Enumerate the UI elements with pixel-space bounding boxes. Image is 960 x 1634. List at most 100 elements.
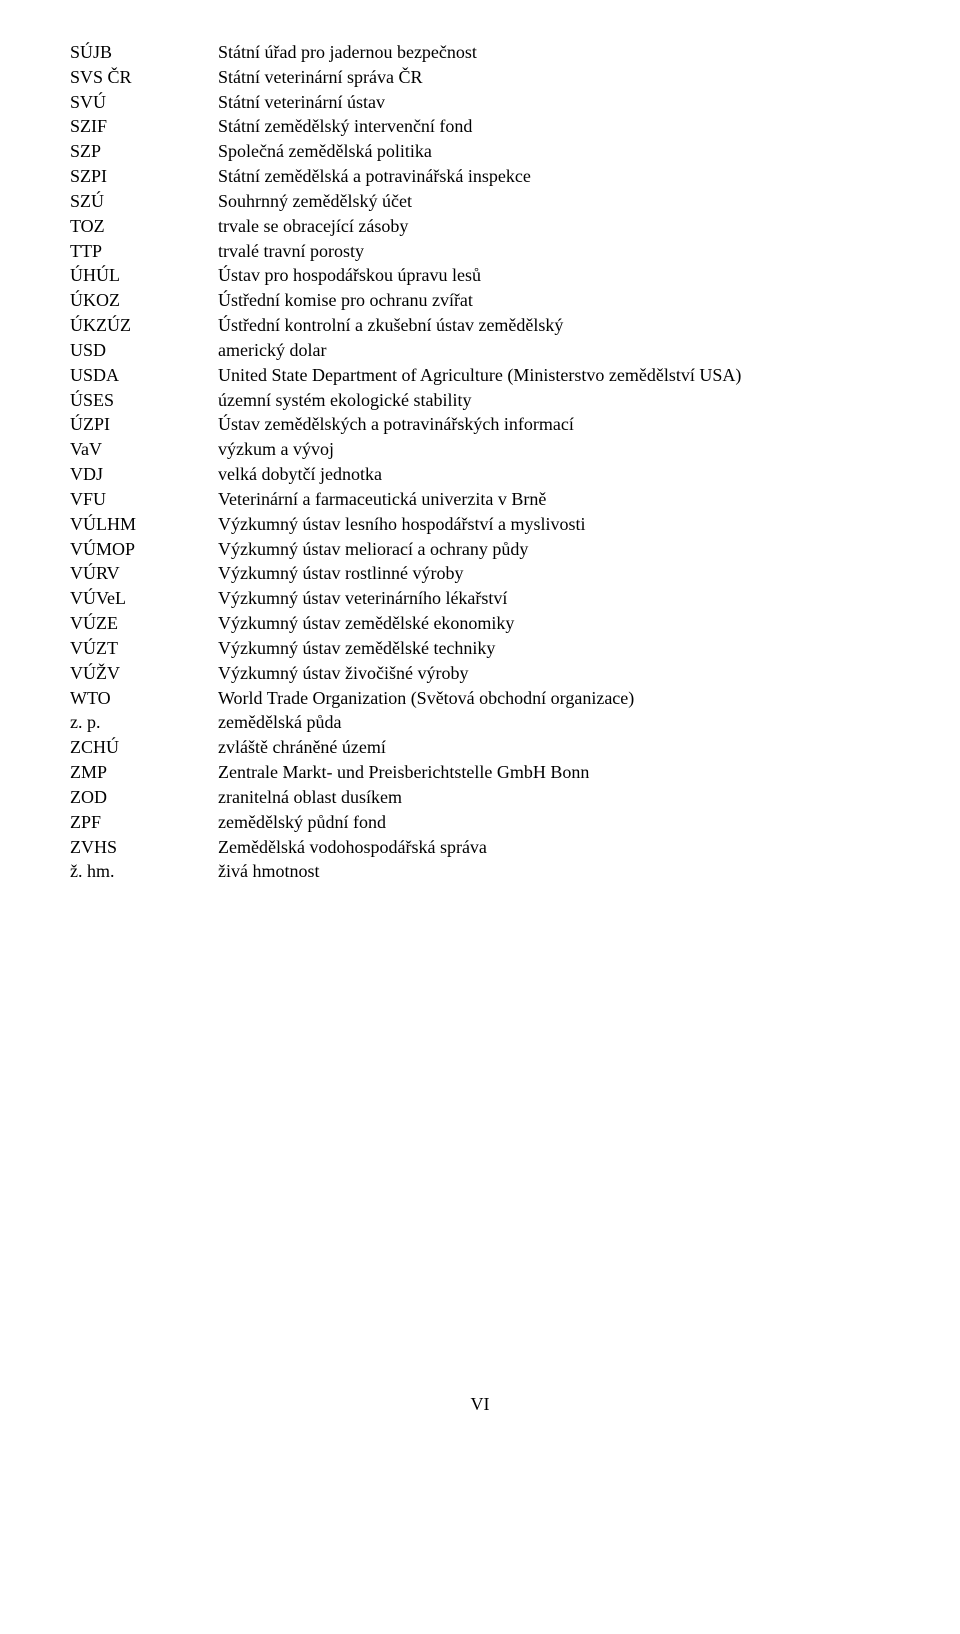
abbr-term: ÚKZÚZ <box>70 313 218 338</box>
abbr-definition: Zemědělská vodohospodářská správa <box>218 835 890 860</box>
abbr-row: SZPSpolečná zemědělská politika <box>70 139 890 164</box>
abbr-term: VÚŽV <box>70 661 218 686</box>
abbr-definition: Státní zemědělský intervenční fond <box>218 114 890 139</box>
abbr-row: USDAUnited State Department of Agricultu… <box>70 363 890 388</box>
abbr-row: VÚLHMVýzkumný ústav lesního hospodářství… <box>70 512 890 537</box>
abbr-term: VDJ <box>70 462 218 487</box>
abbr-definition: Výzkumný ústav živočišné výroby <box>218 661 890 686</box>
abbr-term: SZIF <box>70 114 218 139</box>
abbr-definition: územní systém ekologické stability <box>218 388 890 413</box>
page-number: VI <box>70 1394 890 1415</box>
abbr-definition: Ústav pro hospodářskou úpravu lesů <box>218 263 890 288</box>
abbr-row: VÚVeLVýzkumný ústav veterinárního lékařs… <box>70 586 890 611</box>
abbr-row: ZPFzemědělský půdní fond <box>70 810 890 835</box>
abbr-definition: zemědělský půdní fond <box>218 810 890 835</box>
abbr-row: ÚHÚLÚstav pro hospodářskou úpravu lesů <box>70 263 890 288</box>
abbr-definition: zemědělská půda <box>218 710 890 735</box>
abbr-term: z. p. <box>70 710 218 735</box>
abbr-definition: trvalé travní porosty <box>218 239 890 264</box>
abbr-row: ž. hm.živá hmotnost <box>70 859 890 884</box>
abbr-definition: Souhrnný zemědělský účet <box>218 189 890 214</box>
abbr-row: SZÚSouhrnný zemědělský účet <box>70 189 890 214</box>
abbr-term: VÚZE <box>70 611 218 636</box>
abbr-definition: trvale se obracející zásoby <box>218 214 890 239</box>
abbr-definition: zvláště chráněné území <box>218 735 890 760</box>
abbr-term: ÚSES <box>70 388 218 413</box>
abbr-term: ZPF <box>70 810 218 835</box>
abbr-term: ž. hm. <box>70 859 218 884</box>
abbr-definition: Státní zemědělská a potravinářská inspek… <box>218 164 890 189</box>
abbr-term: TTP <box>70 239 218 264</box>
abbr-row: SVS ČRStátní veterinární správa ČR <box>70 65 890 90</box>
abbr-term: SZP <box>70 139 218 164</box>
abbr-term: SZPI <box>70 164 218 189</box>
abbr-row: VÚZTVýzkumný ústav zemědělské techniky <box>70 636 890 661</box>
abbr-definition: Výzkumný ústav zemědělské ekonomiky <box>218 611 890 636</box>
abbr-definition: živá hmotnost <box>218 859 890 884</box>
abbr-term: SZÚ <box>70 189 218 214</box>
abbr-term: USDA <box>70 363 218 388</box>
abbr-definition: Státní úřad pro jadernou bezpečnost <box>218 40 890 65</box>
abbr-row: VÚŽVVýzkumný ústav živočišné výroby <box>70 661 890 686</box>
abbr-term: SVS ČR <box>70 65 218 90</box>
abbr-row: USDamerický dolar <box>70 338 890 363</box>
abbr-term: ÚHÚL <box>70 263 218 288</box>
abbr-definition: americký dolar <box>218 338 890 363</box>
abbr-term: VÚRV <box>70 561 218 586</box>
abbr-row: ZCHÚzvláště chráněné území <box>70 735 890 760</box>
abbr-row: ÚKZÚZÚstřední kontrolní a zkušební ústav… <box>70 313 890 338</box>
abbr-term: ÚKOZ <box>70 288 218 313</box>
abbr-row: ZVHSZemědělská vodohospodářská správa <box>70 835 890 860</box>
abbr-row: SZPIStátní zemědělská a potravinářská in… <box>70 164 890 189</box>
abbr-row: WTOWorld Trade Organization (Světová obc… <box>70 686 890 711</box>
abbr-definition: velká dobytčí jednotka <box>218 462 890 487</box>
abbr-definition: Výzkumný ústav lesního hospodářství a my… <box>218 512 890 537</box>
abbr-row: ÚZPIÚstav zemědělských a potravinářských… <box>70 412 890 437</box>
abbr-term: WTO <box>70 686 218 711</box>
abbr-row: VaVvýzkum a vývoj <box>70 437 890 462</box>
abbr-row: ZODzranitelná oblast dusíkem <box>70 785 890 810</box>
abbr-definition: Státní veterinární ústav <box>218 90 890 115</box>
abbreviation-list: SÚJBStátní úřad pro jadernou bezpečnostS… <box>70 40 890 884</box>
abbr-term: VFU <box>70 487 218 512</box>
abbr-row: ÚKOZÚstřední komise pro ochranu zvířat <box>70 288 890 313</box>
abbr-term: USD <box>70 338 218 363</box>
abbr-term: VÚZT <box>70 636 218 661</box>
abbr-row: SVÚStátní veterinární ústav <box>70 90 890 115</box>
abbr-definition: Společná zemědělská politika <box>218 139 890 164</box>
abbr-definition: Ústřední kontrolní a zkušební ústav země… <box>218 313 890 338</box>
abbr-row: ZMPZentrale Markt- und Preisberichtstell… <box>70 760 890 785</box>
abbr-row: SZIFStátní zemědělský intervenční fond <box>70 114 890 139</box>
abbr-term: ZVHS <box>70 835 218 860</box>
abbr-definition: zranitelná oblast dusíkem <box>218 785 890 810</box>
abbr-term: VÚVeL <box>70 586 218 611</box>
abbr-definition: Zentrale Markt- und Preisberichtstelle G… <box>218 760 890 785</box>
abbr-term: VÚLHM <box>70 512 218 537</box>
abbr-definition: Ústav zemědělských a potravinářských inf… <box>218 412 890 437</box>
abbr-definition: United State Department of Agriculture (… <box>218 363 890 388</box>
abbr-term: ZOD <box>70 785 218 810</box>
abbr-definition: Výzkumný ústav rostlinné výroby <box>218 561 890 586</box>
abbr-definition: World Trade Organization (Světová obchod… <box>218 686 890 711</box>
abbr-definition: Výzkumný ústav meliorací a ochrany půdy <box>218 537 890 562</box>
abbr-definition: Veterinární a farmaceutická univerzita v… <box>218 487 890 512</box>
abbr-term: TOZ <box>70 214 218 239</box>
abbr-definition: výzkum a vývoj <box>218 437 890 462</box>
abbr-term: VaV <box>70 437 218 462</box>
abbr-term: SVÚ <box>70 90 218 115</box>
abbr-row: TTPtrvalé travní porosty <box>70 239 890 264</box>
abbr-row: VÚMOPVýzkumný ústav meliorací a ochrany … <box>70 537 890 562</box>
abbr-row: ÚSESúzemní systém ekologické stability <box>70 388 890 413</box>
abbr-row: VÚZEVýzkumný ústav zemědělské ekonomiky <box>70 611 890 636</box>
abbr-row: VDJvelká dobytčí jednotka <box>70 462 890 487</box>
abbr-row: z. p.zemědělská půda <box>70 710 890 735</box>
abbr-term: VÚMOP <box>70 537 218 562</box>
abbr-row: SÚJBStátní úřad pro jadernou bezpečnost <box>70 40 890 65</box>
abbr-row: VÚRVVýzkumný ústav rostlinné výroby <box>70 561 890 586</box>
abbr-definition: Státní veterinární správa ČR <box>218 65 890 90</box>
abbr-row: TOZtrvale se obracející zásoby <box>70 214 890 239</box>
abbr-term: ÚZPI <box>70 412 218 437</box>
abbr-term: ZMP <box>70 760 218 785</box>
abbr-definition: Ústřední komise pro ochranu zvířat <box>218 288 890 313</box>
abbr-definition: Výzkumný ústav zemědělské techniky <box>218 636 890 661</box>
